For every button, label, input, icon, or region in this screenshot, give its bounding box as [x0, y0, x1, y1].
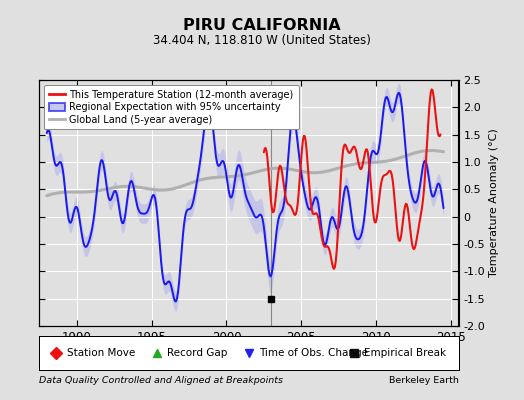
Text: Empirical Break: Empirical Break [364, 348, 446, 358]
Text: PIRU CALIFORNIA: PIRU CALIFORNIA [183, 18, 341, 33]
Legend: This Temperature Station (12-month average), Regional Expectation with 95% uncer: This Temperature Station (12-month avera… [44, 85, 299, 130]
Text: Station Move: Station Move [67, 348, 135, 358]
Text: Time of Obs. Change: Time of Obs. Change [259, 348, 368, 358]
Text: Berkeley Earth: Berkeley Earth [389, 376, 458, 385]
Y-axis label: Temperature Anomaly (°C): Temperature Anomaly (°C) [489, 129, 499, 277]
Text: 34.404 N, 118.810 W (United States): 34.404 N, 118.810 W (United States) [153, 34, 371, 47]
Text: Record Gap: Record Gap [167, 348, 227, 358]
Text: Data Quality Controlled and Aligned at Breakpoints: Data Quality Controlled and Aligned at B… [39, 376, 283, 385]
